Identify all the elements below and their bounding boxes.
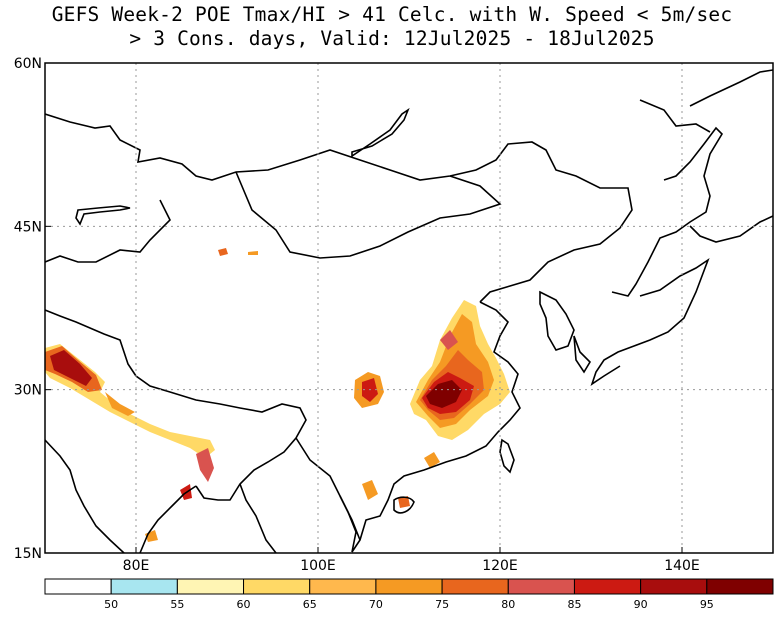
lat-tick-label: 15N (14, 546, 42, 562)
japan-east-coast (689, 215, 773, 243)
shade-bangladesh (196, 448, 214, 482)
map-gridlines (45, 63, 773, 553)
colorbar-swatch (706, 578, 774, 595)
axis-tick-labels: 80E 100E 120E 140E 60N 45N 30N 15N (14, 56, 700, 574)
honshu-coast (590, 257, 710, 386)
okhotsk-coast (639, 99, 711, 133)
korea-peninsula (539, 290, 575, 351)
india-west-coast (45, 439, 125, 553)
colorbar-swatch (640, 578, 708, 595)
shade-ganges-band (105, 392, 135, 416)
myanmar-coast (239, 483, 277, 553)
colorbar-label: 65 (303, 598, 317, 611)
colorbar-label: 75 (435, 598, 449, 611)
country-borders (45, 69, 773, 553)
lon-tick-label: 80E (123, 558, 150, 574)
colorbar-swatch (573, 578, 642, 595)
colorbar-label: 50 (104, 598, 118, 611)
shade-henan (440, 330, 458, 350)
lon-tick-label: 120E (482, 558, 518, 574)
colorbar-swatch (309, 578, 377, 595)
china-coastline (351, 301, 521, 553)
colorbar-swatch (44, 578, 112, 595)
india-east-coast (139, 485, 197, 553)
colorbar-label: 55 (170, 598, 184, 611)
indochina-border (295, 437, 361, 541)
lat-tick-label: 30N (14, 383, 42, 399)
lake-baikal (351, 107, 410, 158)
map-title-line-1: GEFS Week-2 POE Tmax/HI > 41 Celc. with … (51, 3, 733, 26)
shade-east-china-core (426, 380, 462, 408)
hainan-island (393, 496, 415, 514)
colorbar-label: 90 (634, 598, 648, 611)
lake-balkhash (75, 205, 131, 226)
colorbar-swatch (110, 578, 178, 595)
colorbar-label: 70 (369, 598, 383, 611)
northern-border (45, 113, 633, 303)
map-title-line-2: > 3 Cons. days, Valid: 12Jul2025 - 18Jul… (129, 27, 655, 50)
taiwan-island (499, 438, 515, 474)
shade-xinjiang-1 (218, 248, 228, 256)
colorbar: 50 55 60 65 70 75 80 85 90 95 (44, 578, 774, 611)
central-asia-border (45, 199, 171, 263)
colorbar-label: 95 (700, 598, 714, 611)
map-frame (44, 62, 774, 554)
colorbar-label: 60 (237, 598, 251, 611)
lon-tick-label: 100E (300, 558, 336, 574)
mongolia-border (235, 171, 502, 259)
shade-laos (362, 480, 378, 500)
japan-hokkaido-coast (611, 126, 724, 297)
shade-pakistan-core (50, 350, 92, 386)
sakhalin-coast (689, 69, 773, 107)
shade-xinjiang-2 (248, 251, 258, 255)
himalaya-border (45, 309, 307, 501)
lon-tick-label: 140E (664, 558, 700, 574)
kyushu-island (573, 335, 592, 374)
colorbar-swatch (375, 578, 443, 595)
colorbar-swatch (507, 578, 575, 595)
shade-guangxi (424, 452, 440, 468)
lat-tick-label: 60N (14, 56, 42, 72)
colorbar-swatch (243, 578, 311, 595)
lat-tick-label: 45N (14, 219, 42, 235)
colorbar-swatch (176, 578, 245, 595)
probability-shading (45, 248, 510, 542)
colorbar-label: 80 (501, 598, 515, 611)
colorbar-swatch (441, 578, 509, 595)
thailand-border (339, 495, 357, 553)
shade-hainan (398, 496, 410, 508)
colorbar-label: 85 (567, 598, 581, 611)
